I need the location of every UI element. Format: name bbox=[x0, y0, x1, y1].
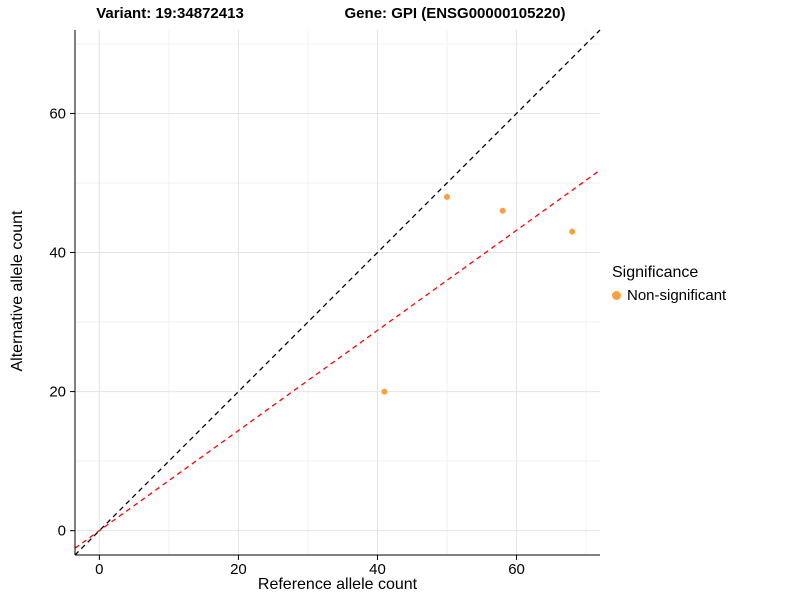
data-point bbox=[499, 207, 506, 214]
legend: Significance Non-significant bbox=[612, 264, 726, 304]
x-tick-label: 40 bbox=[369, 561, 386, 578]
y-tick-label: 20 bbox=[49, 384, 66, 401]
data-point bbox=[569, 228, 576, 235]
legend-title: Significance bbox=[612, 264, 699, 281]
y-tick-label: 0 bbox=[58, 523, 66, 540]
legend-entry: Non-significant bbox=[612, 287, 726, 304]
gene-title: Gene: GPI (ENSG00000105220) bbox=[344, 5, 566, 22]
x-axis-label: Reference allele count bbox=[257, 576, 418, 593]
x-tick-label: 0 bbox=[95, 561, 103, 578]
x-tick-label: 20 bbox=[230, 561, 247, 578]
identity-line bbox=[74, 29, 601, 556]
ratio-line bbox=[74, 169, 601, 549]
y-tick-label: 60 bbox=[49, 105, 66, 122]
data-point bbox=[444, 193, 451, 200]
y-tick-label: 40 bbox=[49, 245, 66, 262]
x-tick-label: 60 bbox=[508, 561, 525, 578]
legend-entry-label: Non-significant bbox=[627, 287, 727, 304]
legend-point-icon bbox=[612, 291, 621, 300]
y-axis-label: Alternative allele count bbox=[9, 210, 26, 372]
data-point bbox=[381, 388, 388, 395]
variant-title: Variant: 19:34872413 bbox=[96, 5, 244, 22]
